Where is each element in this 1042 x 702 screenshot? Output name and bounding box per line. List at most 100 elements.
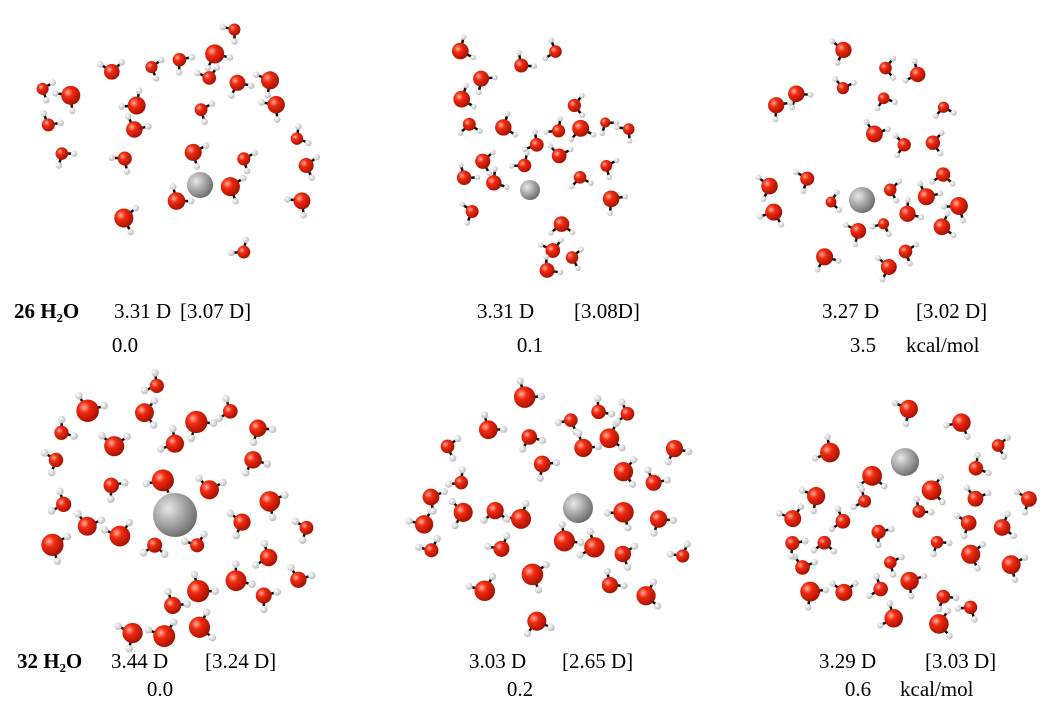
hydrogen-atom — [57, 120, 64, 127]
hydrogen-atom — [553, 459, 560, 466]
energy: 0.0 — [147, 677, 173, 701]
hydrogen-atom — [513, 132, 519, 138]
hydrogen-atom — [434, 535, 441, 542]
hydrogen-atom — [604, 509, 611, 516]
oxygen-atom — [795, 560, 810, 575]
oxygen-atom — [104, 436, 124, 456]
hydrogen-atom — [1010, 533, 1017, 540]
hydrogen-atom — [618, 399, 625, 406]
hydrogen-atom — [188, 198, 195, 205]
hydrogen-atom — [75, 392, 83, 400]
reference-dipole: [2.65 D] — [562, 649, 633, 673]
hydrogen-atom — [187, 435, 195, 443]
oxygen-atom — [41, 534, 63, 556]
cluster-label: 26 H₂O — [14, 299, 79, 323]
hydrogen-atom — [569, 184, 575, 190]
oxygen-atom — [836, 514, 851, 529]
hydrogen-atom — [929, 179, 935, 185]
oxygen-atom — [150, 379, 164, 393]
oxygen-atom — [202, 71, 216, 85]
hydrogen-atom — [490, 149, 496, 155]
hydrogen-atom — [761, 196, 767, 202]
oxygen-atom — [878, 92, 890, 104]
oxygen-atom — [104, 64, 120, 80]
hydrogen-atom — [815, 267, 821, 273]
hydrogen-atom — [799, 487, 806, 494]
oxygen-atom — [884, 183, 897, 196]
hydrogen-atom — [181, 537, 189, 545]
energy-unit: kcal/mol — [900, 677, 974, 701]
hydrogen-atom — [757, 214, 763, 220]
hydrogen-atom — [52, 90, 59, 97]
ion — [891, 448, 919, 476]
hydrogen-atom — [492, 166, 498, 172]
hydrogen-atom — [547, 624, 554, 631]
oxygen-atom — [128, 97, 146, 115]
hydrogen-atom — [484, 543, 491, 550]
oxygen-atom — [457, 170, 472, 185]
hydrogen-atom — [624, 564, 631, 571]
hydrogen-atom — [614, 124, 620, 130]
oxygen-atom — [261, 71, 279, 89]
hydrogen-atom — [964, 484, 971, 491]
hydrogen-atom — [890, 571, 897, 578]
hydrogen-atom — [850, 504, 857, 511]
oxygen-atom — [574, 439, 592, 457]
hydrogen-atom — [127, 229, 134, 236]
hydrogen-atom — [946, 632, 953, 639]
dipole: 3.27 D — [822, 299, 879, 323]
oxygen-atom — [552, 124, 565, 137]
hydrogen-atom — [903, 421, 910, 428]
hydrogen-atom — [227, 510, 235, 518]
oxygen-atom — [291, 132, 303, 144]
hydrogen-atom — [161, 550, 169, 558]
dipole: 3.03 D — [469, 649, 526, 673]
hydrogen-atom — [509, 163, 515, 169]
hydrogen-atom — [971, 616, 978, 623]
hydrogen-atom — [548, 230, 554, 236]
hydrogen-atom — [936, 606, 943, 613]
hydrogen-atom — [153, 75, 160, 82]
hydrogen-atom — [808, 92, 814, 98]
hydrogen-atom — [548, 37, 554, 43]
oxygen-atom — [881, 259, 897, 275]
oxygen-atom — [837, 82, 849, 94]
oxygen-atom — [566, 251, 579, 264]
oxygen-atom — [765, 204, 782, 221]
oxygen-atom — [233, 514, 250, 531]
hydrogen-atom — [886, 231, 892, 237]
hydrogen-atom — [263, 460, 271, 468]
dipole: 3.44 D — [111, 649, 168, 673]
hydrogen-atom — [886, 600, 893, 607]
oxygen-atom — [600, 117, 610, 127]
hydrogen-atom — [654, 602, 661, 609]
hydrogen-atom — [832, 76, 838, 82]
hydrogen-atom — [812, 455, 819, 462]
hydrogen-atom — [823, 587, 830, 594]
hydrogen-atom — [201, 118, 208, 125]
hydrogen-atom — [941, 204, 947, 210]
oxygen-atom — [185, 144, 202, 161]
hydrogen-atom — [476, 90, 482, 96]
oxygen-atom — [221, 177, 240, 196]
oxygen-atom — [922, 480, 942, 500]
hydrogen-atom — [921, 573, 928, 580]
hydrogen-atom — [136, 87, 143, 94]
hydrogen-atom — [212, 587, 220, 595]
oxygen-atom — [899, 206, 915, 222]
oxygen-atom — [950, 197, 968, 215]
hydrogen-atom — [869, 224, 875, 230]
hydrogen-atom — [685, 448, 692, 455]
hydrogen-atom — [215, 415, 223, 423]
hydrogen-atom — [937, 151, 943, 157]
hydrogen-atom — [463, 83, 469, 89]
hydrogen-atom — [480, 517, 487, 524]
hydrogen-atom — [627, 138, 633, 144]
oxygen-atom — [884, 609, 903, 628]
hydrogen-atom — [232, 198, 239, 205]
oxygen-atom — [898, 138, 911, 151]
hydrogen-atom — [945, 608, 952, 615]
hydrogen-atom — [451, 522, 458, 529]
oxygen-atom — [820, 443, 840, 463]
hydrogen-atom — [101, 526, 109, 534]
